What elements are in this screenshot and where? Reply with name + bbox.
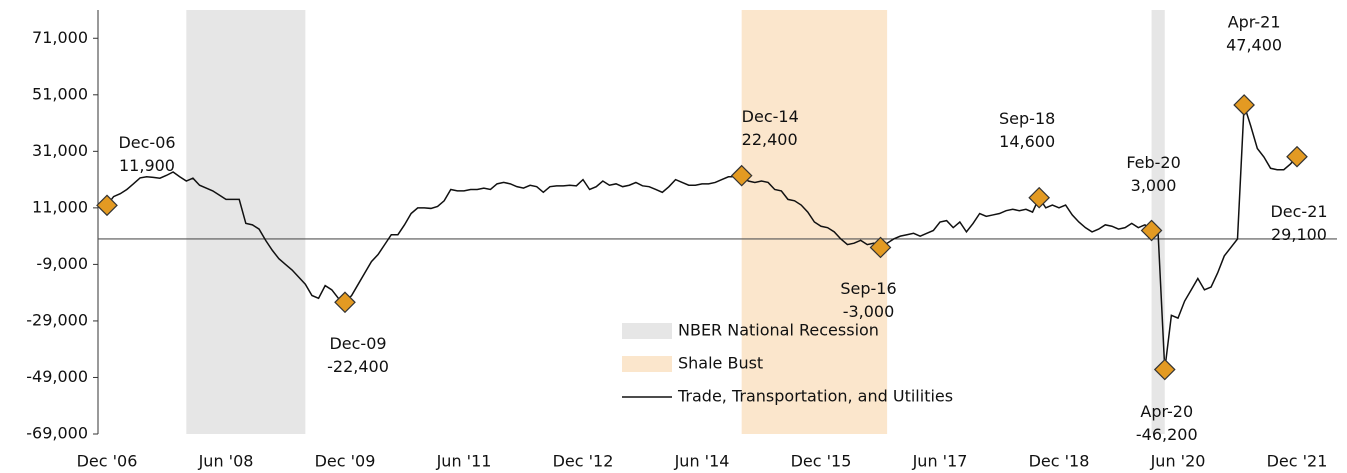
- legend-label: Trade, Transportation, and Utilities: [677, 387, 953, 406]
- annotation-label: Sep-16: [840, 279, 896, 298]
- annotation-label: Dec-06: [118, 133, 175, 152]
- annotation-value: 29,100: [1271, 225, 1327, 244]
- annotation-value: -3,000: [843, 302, 895, 321]
- annotation-label: Dec-14: [742, 107, 799, 126]
- annotation-value: 47,400: [1226, 35, 1282, 54]
- marker: [1028, 186, 1051, 209]
- annotation-value: -22,400: [327, 357, 389, 376]
- x-tick-label: Jun '08: [198, 452, 254, 471]
- y-tick-label: -69,000: [26, 424, 88, 443]
- x-tick-label: Jun '20: [1150, 452, 1206, 471]
- annotation-value: 11,900: [119, 156, 175, 175]
- annotation-label: Apr-20: [1140, 402, 1193, 421]
- marker: [1140, 219, 1163, 242]
- annotation-label: Feb-20: [1126, 153, 1180, 172]
- x-tick-label: Dec '12: [553, 452, 614, 471]
- y-tick-label: 51,000: [32, 84, 88, 103]
- x-tick-label: Jun '14: [674, 452, 730, 471]
- annotation-label: Dec-21: [1270, 202, 1327, 221]
- annotation-value: -46,200: [1136, 425, 1198, 444]
- y-tick-label: 31,000: [32, 141, 88, 160]
- legend-label: Shale Bust: [678, 354, 763, 373]
- legend-swatch: [622, 323, 672, 339]
- annotation-label: Sep-18: [999, 109, 1055, 128]
- annotation-label: Apr-21: [1228, 12, 1281, 31]
- annotation-value: 14,600: [999, 132, 1055, 151]
- marker: [96, 194, 118, 217]
- legend-label: NBER National Recession: [678, 321, 879, 340]
- marker: [1286, 145, 1308, 168]
- y-tick-label: -29,000: [26, 310, 88, 329]
- x-tick-label: Jun '17: [912, 452, 968, 471]
- marker: [869, 236, 892, 259]
- annotation-value: 22,400: [742, 130, 798, 149]
- marker: [334, 291, 356, 314]
- x-tick-label: Dec '21: [1267, 452, 1328, 471]
- marker: [1233, 94, 1255, 116]
- y-tick-label: -9,000: [36, 254, 88, 273]
- region: [1151, 10, 1165, 434]
- x-tick-label: Dec '09: [315, 452, 376, 471]
- y-tick-label: -49,000: [26, 367, 88, 386]
- x-tick-label: Jun '11: [436, 452, 492, 471]
- x-tick-label: Dec '15: [791, 452, 852, 471]
- y-tick-label: 11,000: [32, 197, 88, 216]
- annotation-label: Dec-09: [329, 334, 386, 353]
- x-tick-label: Dec '18: [1029, 452, 1090, 471]
- marker: [730, 164, 753, 187]
- marker: [1153, 358, 1176, 381]
- legend-swatch: [622, 356, 672, 372]
- annotation-value: 3,000: [1131, 176, 1177, 195]
- x-tick-label: Dec '06: [77, 452, 138, 471]
- line-series: [106, 104, 1298, 370]
- y-tick-label: 71,000: [32, 28, 88, 47]
